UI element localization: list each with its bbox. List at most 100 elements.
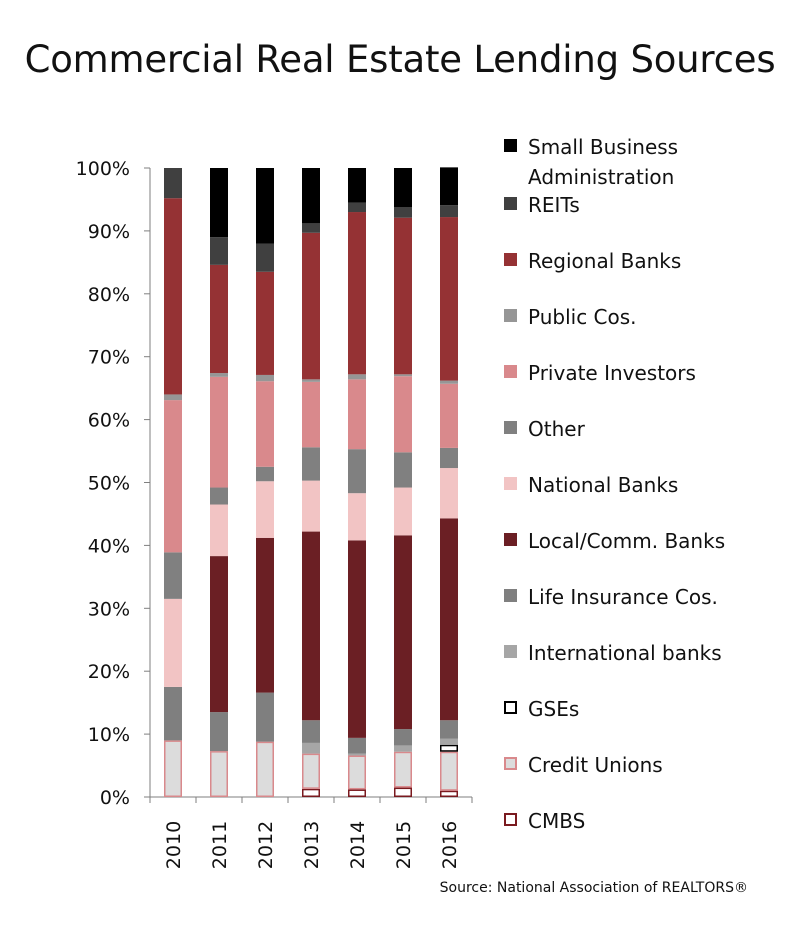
legend-item: Other — [504, 414, 778, 444]
y-tick-labels: 0% 10% 20% 30% 40% 50% 60% 70% 80% 90% 100% — [76, 158, 130, 809]
bar-segment-national-banks-2015 — [394, 487, 412, 536]
legend-label: Small Business Administration — [528, 135, 679, 189]
y-tick-label: 80% — [88, 284, 130, 306]
legend-swatch — [504, 701, 517, 714]
legend-item: CMBS — [504, 806, 778, 836]
legend-label: GSEs — [528, 697, 580, 721]
legend-label: Regional Banks — [528, 249, 682, 273]
bar-segment-credit-unions-2010 — [164, 740, 182, 798]
legend-label: Private Investors — [528, 361, 696, 385]
bar-segment-reits-2012 — [256, 243, 274, 272]
bar-segment-public-cos--2012 — [256, 374, 274, 382]
legend-item: National Banks — [504, 470, 778, 500]
y-tick-label: 10% — [88, 724, 130, 746]
bar-segment-life-insurance-cos--2016 — [440, 720, 458, 739]
bar-segment-private-investors-2012 — [256, 381, 274, 467]
bar-segment-national-banks-2012 — [256, 481, 274, 538]
bar-segment-gses-2016 — [440, 744, 458, 752]
bar-segment-local-comm-banks-2016 — [440, 518, 458, 721]
x-tick-label: 2011 — [209, 821, 231, 869]
bar-segment-national-banks-2014 — [348, 493, 366, 541]
y-tick-label: 20% — [88, 661, 130, 683]
x-tick-labels: 2010 2011 2012 2013 2014 2015 2016 — [163, 821, 461, 869]
y-tick-label: 70% — [88, 347, 130, 369]
bar-segment-regional-banks-2015 — [394, 217, 412, 375]
legend-swatch — [504, 477, 517, 490]
source-note: Source: National Association of REALTORS… — [439, 880, 748, 896]
legend-label: Other — [528, 417, 585, 441]
bar-segment-local-comm-banks-2012 — [256, 537, 274, 693]
legend-label: CMBS — [528, 809, 586, 833]
legend-swatch — [504, 421, 517, 434]
bar-segment-public-cos--2015 — [394, 374, 412, 377]
legend-swatch — [504, 813, 517, 826]
bar-segment-life-insurance-cos--2014 — [348, 737, 366, 754]
bar-segment-public-cos--2011 — [210, 373, 228, 377]
y-tick-label: 30% — [88, 598, 130, 620]
y-tick-label: 0% — [100, 787, 130, 809]
bar-segment-cmbs-2016 — [440, 790, 458, 798]
bar-segment-other-2011 — [210, 487, 228, 505]
legend-label: Local/Comm. Banks — [528, 529, 726, 553]
legend-swatch — [504, 139, 517, 152]
legend-label: International banks — [528, 641, 722, 665]
bar-segment-regional-banks-2013 — [302, 232, 320, 380]
bar-segment-regional-banks-2011 — [210, 264, 228, 374]
legend-label: REITs — [528, 193, 580, 217]
bar-segment-small-business-administration-2012 — [256, 168, 274, 244]
bar-segment-cmbs-2015 — [394, 787, 412, 798]
bar-segment-reits-2010 — [164, 168, 182, 199]
bar-segment-other-2014 — [348, 449, 366, 494]
bar-segment-public-cos--2010 — [164, 394, 182, 401]
chart-title: Commercial Real Estate Lending Sources — [24, 38, 776, 81]
x-tick-label: 2013 — [301, 821, 323, 869]
legend-swatch — [504, 253, 517, 266]
axes — [144, 167, 473, 803]
bar-segment-national-banks-2016 — [440, 468, 458, 519]
bar-segment-national-banks-2011 — [210, 504, 228, 557]
legend-item: REITs — [504, 190, 778, 220]
legend-item: Public Cos. — [504, 302, 778, 332]
bar-segment-small-business-administration-2011 — [210, 168, 228, 238]
bar-segment-international-banks-2013 — [302, 742, 320, 754]
bar-segment-regional-banks-2016 — [440, 217, 458, 381]
bar-segment-reits-2016 — [440, 205, 458, 218]
bar-segment-reits-2011 — [210, 237, 228, 265]
legend-swatch — [504, 533, 517, 546]
bar-segment-national-banks-2010 — [164, 598, 182, 687]
y-tick-label: 60% — [88, 410, 130, 432]
bar-segment-other-2012 — [256, 466, 274, 482]
bar-segment-credit-unions-2014 — [348, 755, 366, 790]
legend-label: Public Cos. — [528, 305, 637, 329]
legend-label: Credit Unions — [528, 753, 663, 777]
x-tick-label: 2010 — [163, 821, 185, 869]
bar-segment-cmbs-2014 — [348, 789, 366, 798]
bar-segment-international-banks-2014 — [348, 753, 366, 756]
bar-segment-other-2015 — [394, 452, 412, 488]
bar-segment-local-comm-banks-2014 — [348, 540, 366, 738]
bar-segment-other-2013 — [302, 447, 320, 481]
bar-segment-small-business-administration-2013 — [302, 168, 320, 224]
bar-segment-life-insurance-cos--2013 — [302, 720, 320, 743]
legend-item: International banks — [504, 638, 778, 668]
bar-segment-cmbs-2013 — [302, 788, 320, 797]
bar-segment-life-insurance-cos--2010 — [164, 686, 182, 741]
legend-swatch — [504, 645, 517, 658]
bar-segment-public-cos--2016 — [440, 380, 458, 384]
legend-item: Private Investors — [504, 358, 778, 388]
bar-segment-reits-2015 — [394, 206, 412, 218]
bar-segment-reits-2013 — [302, 223, 320, 233]
legend-swatch — [504, 589, 517, 602]
bar-segment-private-investors-2014 — [348, 379, 366, 450]
bar-segment-private-investors-2010 — [164, 400, 182, 553]
bar-segment-private-investors-2013 — [302, 381, 320, 448]
x-tick-label: 2012 — [255, 821, 277, 869]
bar-segment-credit-unions-2011 — [210, 751, 228, 798]
legend-swatch — [504, 757, 517, 770]
bar-segment-public-cos--2013 — [302, 379, 320, 382]
bar-segment-small-business-administration-2015 — [394, 168, 412, 207]
bar-segment-life-insurance-cos--2015 — [394, 729, 412, 746]
legend-swatch — [504, 197, 517, 210]
legend-item: Life Insurance Cos. — [504, 582, 778, 612]
x-tick-label: 2015 — [393, 821, 415, 869]
